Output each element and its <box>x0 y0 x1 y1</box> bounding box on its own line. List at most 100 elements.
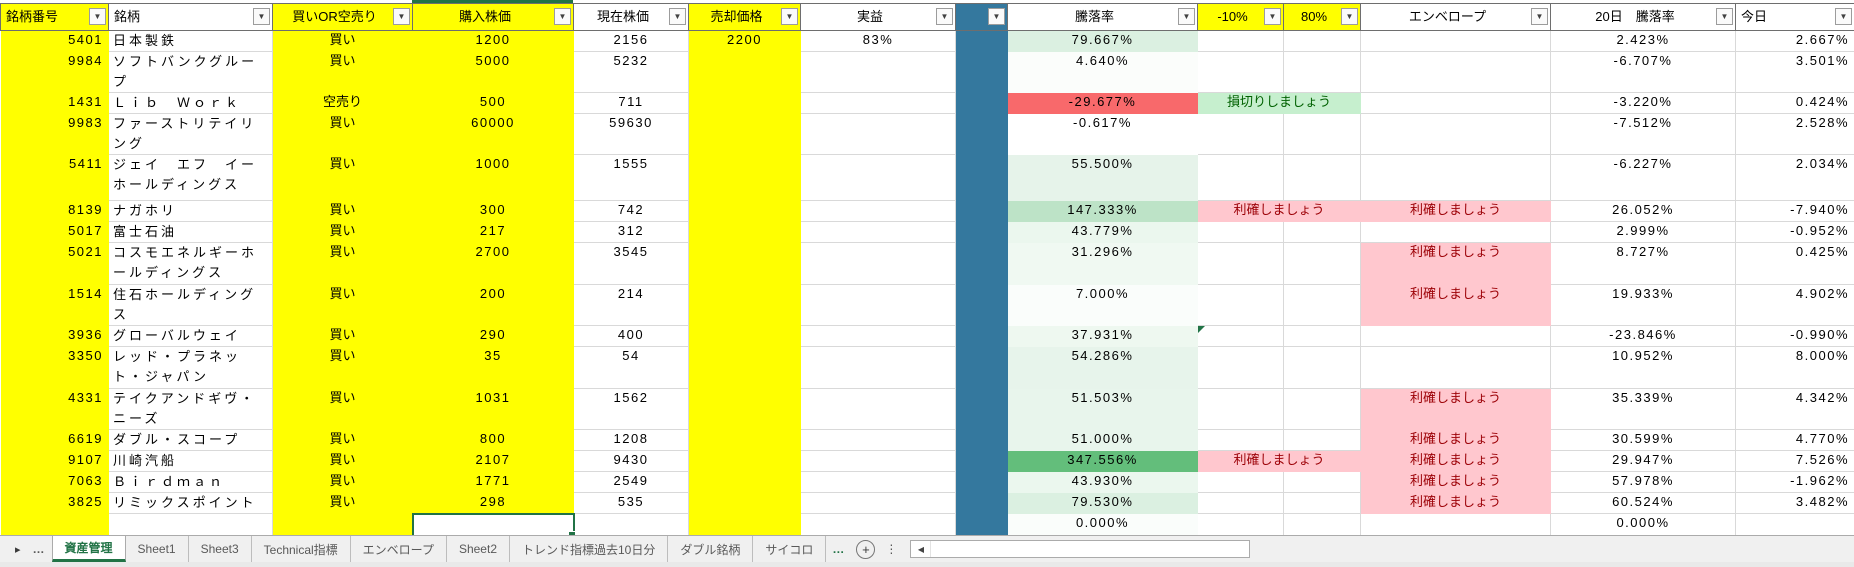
cell-buy-or-short[interactable]: 買い <box>272 284 413 326</box>
cell-actual-profit[interactable] <box>800 113 956 155</box>
cell-current-price[interactable]: 711 <box>573 92 689 114</box>
cell-blue-divider[interactable] <box>955 51 1008 93</box>
cell-20day-rate[interactable]: 19.933% <box>1550 284 1736 326</box>
cell-buy-or-short[interactable] <box>272 513 413 535</box>
cell-current-price[interactable]: 2156 <box>573 30 689 52</box>
cell-actual-profit[interactable] <box>800 513 956 535</box>
cell-sell-price[interactable] <box>688 450 801 472</box>
cell-current-price[interactable]: 5232 <box>573 51 689 93</box>
cell-today-rate[interactable]: 4.342% <box>1735 388 1854 430</box>
cell-actual-profit[interactable] <box>800 284 956 326</box>
cell-actual-profit[interactable] <box>800 154 956 201</box>
cell-sell-price[interactable] <box>688 284 801 326</box>
sheet-tab-Technical指標[interactable]: Technical指標 <box>252 536 351 562</box>
sheet-tab-Sheet3[interactable]: Sheet3 <box>189 536 252 562</box>
filter-button-sell[interactable]: ▼ <box>781 8 798 25</box>
cell-sell-price[interactable] <box>688 200 801 222</box>
cell-current-price[interactable]: 400 <box>573 325 689 347</box>
col-header-plus80[interactable]: 80% ▼ <box>1283 3 1361 31</box>
cell-change-rate[interactable]: -29.677% <box>1007 92 1198 114</box>
cell-envelope-signal[interactable] <box>1360 325 1551 347</box>
filter-button-code[interactable]: ▼ <box>89 8 106 25</box>
cell-change-rate[interactable]: 7.000% <box>1007 284 1198 326</box>
cell-purchase-price[interactable]: 35 <box>412 346 574 389</box>
cell-20day-rate[interactable]: -7.512% <box>1550 113 1736 155</box>
cell-change-rate[interactable]: 347.556% <box>1007 450 1198 472</box>
cell-blue-divider[interactable] <box>955 284 1008 326</box>
cell-current-price[interactable]: 535 <box>573 492 689 514</box>
cell-20day-rate[interactable]: 2.999% <box>1550 221 1736 243</box>
cell-stock-code[interactable]: 7063 <box>0 471 109 493</box>
cell-stock-code[interactable]: 5401 <box>0 30 109 52</box>
cell-envelope-signal[interactable] <box>1360 51 1551 93</box>
filter-button-side[interactable]: ▼ <box>393 8 410 25</box>
cell-stock-name[interactable]: ファーストリテイリング <box>108 113 273 155</box>
cell-today-rate[interactable]: -0.952% <box>1735 221 1854 243</box>
cell-stock-code[interactable]: 9983 <box>0 113 109 155</box>
cell-change-rate[interactable]: 79.530% <box>1007 492 1198 514</box>
cell-envelope-signal[interactable] <box>1360 513 1551 535</box>
cell-envelope-signal[interactable]: 利確しましょう <box>1360 471 1551 493</box>
col-header-side[interactable]: 買いOR空売り ▼ <box>272 3 413 31</box>
cell-change-rate[interactable]: 51.503% <box>1007 388 1198 430</box>
cell-current-price[interactable]: 54 <box>573 346 689 389</box>
cell-blue-divider[interactable] <box>955 154 1008 201</box>
cell-today-rate[interactable] <box>1735 513 1854 535</box>
col-header-current[interactable]: 現在株価 ▼ <box>573 3 689 31</box>
col-header-name[interactable]: 銘柄 ▼ <box>108 3 273 31</box>
cell-today-rate[interactable]: -0.990% <box>1735 325 1854 347</box>
cell-purchase-price[interactable]: 1031 <box>412 388 574 430</box>
sheet-tab-サイコロ[interactable]: サイコロ <box>753 536 827 562</box>
cell-change-rate[interactable]: 55.500% <box>1007 154 1198 201</box>
cell-today-rate[interactable]: 0.425% <box>1735 242 1854 285</box>
cell-actual-profit[interactable] <box>800 388 956 430</box>
cell-actual-profit[interactable] <box>800 346 956 389</box>
cell-change-rate[interactable]: 51.000% <box>1007 429 1198 451</box>
sheet-tab-ダブル銘柄[interactable]: ダブル銘柄 <box>668 536 754 562</box>
cell-buy-or-short[interactable]: 買い <box>272 242 413 285</box>
cell-purchase-price[interactable]: 217 <box>412 221 574 243</box>
cell-20day-rate[interactable]: 29.947% <box>1550 450 1736 472</box>
cell-minus10-threshold[interactable] <box>1197 471 1284 493</box>
cell-20day-rate[interactable]: 26.052% <box>1550 200 1736 222</box>
cell-plus80-threshold[interactable] <box>1283 325 1361 347</box>
cell-stock-code[interactable]: 1431 <box>0 92 109 114</box>
sheet-tab-Sheet2[interactable]: Sheet2 <box>447 536 510 562</box>
cell-purchase-price[interactable]: 1771 <box>412 471 574 493</box>
cell-sell-price[interactable] <box>688 388 801 430</box>
selected-cell[interactable] <box>411 512 576 535</box>
cell-envelope-signal[interactable]: 利確しましょう <box>1360 200 1551 222</box>
cell-buy-or-short[interactable]: 空売り <box>272 92 413 114</box>
cell-sell-price[interactable]: 2200 <box>688 30 801 52</box>
cell-blue-divider[interactable] <box>955 388 1008 430</box>
cell-actual-profit[interactable] <box>800 450 956 472</box>
cell-envelope-signal[interactable]: 利確しましょう <box>1360 242 1551 285</box>
cell-20day-rate[interactable]: -6.227% <box>1550 154 1736 201</box>
cell-envelope-signal[interactable]: 利確しましょう <box>1360 492 1551 514</box>
cell-stock-name[interactable]: コスモエネルギーホールディングス <box>108 242 273 285</box>
cell-current-price[interactable]: 1208 <box>573 429 689 451</box>
cell-envelope-signal[interactable] <box>1360 154 1551 201</box>
cell-today-rate[interactable]: 8.000% <box>1735 346 1854 389</box>
cell-minus10-threshold[interactable] <box>1197 492 1284 514</box>
cell-change-rate[interactable]: 43.930% <box>1007 471 1198 493</box>
cell-blue-divider[interactable] <box>955 325 1008 347</box>
cell-purchase-price[interactable]: 2700 <box>412 242 574 285</box>
cell-sell-price[interactable] <box>688 471 801 493</box>
cell-stock-name[interactable] <box>108 513 273 535</box>
cell-sell-price[interactable] <box>688 346 801 389</box>
cell-today-rate[interactable]: 3.482% <box>1735 492 1854 514</box>
cell-actual-profit[interactable] <box>800 471 956 493</box>
cell-plus80-threshold[interactable] <box>1283 492 1361 514</box>
filter-button-name[interactable]: ▼ <box>253 8 270 25</box>
cell-plus80-threshold[interactable] <box>1283 51 1361 93</box>
cell-minus10-threshold[interactable] <box>1197 154 1284 201</box>
filter-button-envelope[interactable]: ▼ <box>1531 8 1548 25</box>
cell-buy-or-short[interactable]: 買い <box>272 325 413 347</box>
fill-handle[interactable] <box>567 530 576 535</box>
cell-sell-price[interactable] <box>688 113 801 155</box>
cell-20day-rate[interactable]: 57.978% <box>1550 471 1736 493</box>
cell-minus10-threshold[interactable] <box>1197 388 1284 430</box>
cell-purchase-price[interactable]: 60000 <box>412 113 574 155</box>
cell-stock-name[interactable]: リミックスポイント <box>108 492 273 514</box>
